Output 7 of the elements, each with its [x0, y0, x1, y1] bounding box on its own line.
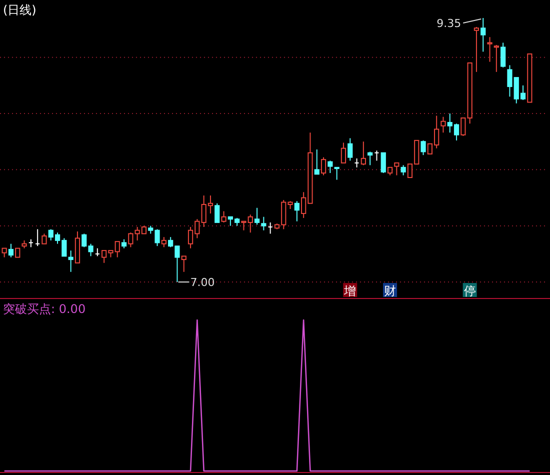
text: 停	[464, 284, 476, 298]
annotation: 7.00	[190, 276, 215, 289]
text: 增	[343, 284, 356, 298]
chart-title: 突破买点: 0.00	[3, 302, 86, 316]
text: 财	[384, 284, 396, 298]
chart-title: (日线)	[3, 3, 36, 17]
annotation: 9.35	[436, 17, 462, 30]
